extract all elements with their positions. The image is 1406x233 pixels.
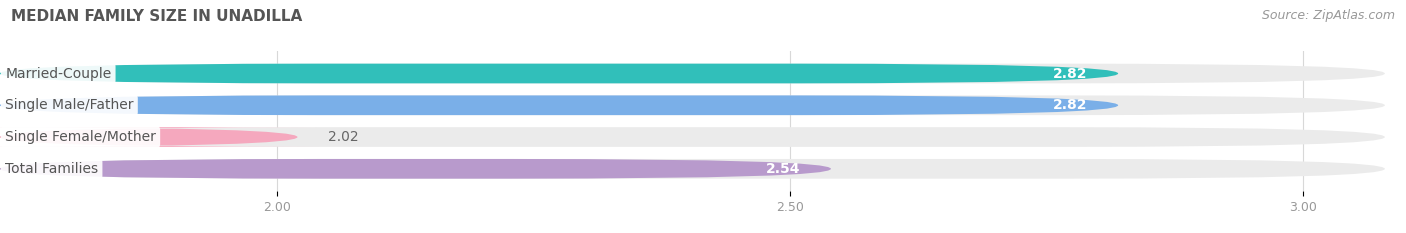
Text: Married-Couple: Married-Couple [6,66,111,80]
Text: Single Female/Mother: Single Female/Mother [6,130,156,144]
FancyBboxPatch shape [0,159,1385,179]
FancyBboxPatch shape [0,127,318,147]
Text: Total Families: Total Families [6,162,98,176]
FancyBboxPatch shape [0,96,1118,115]
Text: 2.02: 2.02 [328,130,359,144]
FancyBboxPatch shape [0,64,1385,83]
Text: MEDIAN FAMILY SIZE IN UNADILLA: MEDIAN FAMILY SIZE IN UNADILLA [11,9,302,24]
FancyBboxPatch shape [0,127,1385,147]
FancyBboxPatch shape [0,159,831,179]
Text: Source: ZipAtlas.com: Source: ZipAtlas.com [1261,9,1395,22]
FancyBboxPatch shape [0,96,1385,115]
Text: 2.54: 2.54 [766,162,800,176]
FancyBboxPatch shape [0,64,1118,83]
Text: 2.82: 2.82 [1053,98,1087,112]
Text: Single Male/Father: Single Male/Father [6,98,134,112]
Text: 2.82: 2.82 [1053,66,1087,80]
